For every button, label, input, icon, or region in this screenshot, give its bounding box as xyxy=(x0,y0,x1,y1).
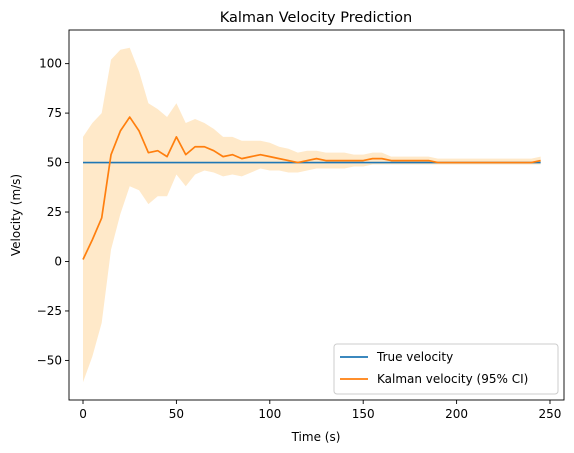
x-tick-label: 150 xyxy=(352,407,375,421)
legend-box xyxy=(333,343,559,395)
x-tick-label: 100 xyxy=(258,407,281,421)
x-tick-label: 200 xyxy=(445,407,468,421)
plot-area: 0 50 100 150 200 250 −50 −25 0 25 50 75 100 xyxy=(37,29,565,421)
legend-label: Kalman velocity (95% CI) xyxy=(377,372,528,386)
y-tick-label: −50 xyxy=(37,353,62,367)
y-tick-label: 75 xyxy=(47,106,62,120)
y-tick-label: 100 xyxy=(39,57,62,71)
y-axis-title: Velocity (m/s) xyxy=(9,174,23,256)
axes-frame xyxy=(68,29,565,401)
y-tick-label: 0 xyxy=(54,254,62,268)
series-line-kalman-velocity xyxy=(82,116,541,260)
y-tick-label: 50 xyxy=(47,156,62,170)
x-tick-label: 250 xyxy=(539,407,562,421)
legend: True velocity Kalman velocity (95% CI) xyxy=(333,343,559,395)
y-tick-label: 25 xyxy=(47,205,62,219)
confidence-band xyxy=(83,47,541,383)
x-tick-label: 50 xyxy=(169,407,184,421)
y-tick-label: −25 xyxy=(37,304,62,318)
x-axis-title: Time (s) xyxy=(291,430,341,444)
chart-title: Kalman Velocity Prediction xyxy=(220,10,413,26)
legend-label: True velocity xyxy=(376,350,453,364)
x-tick-label: 0 xyxy=(79,407,87,421)
